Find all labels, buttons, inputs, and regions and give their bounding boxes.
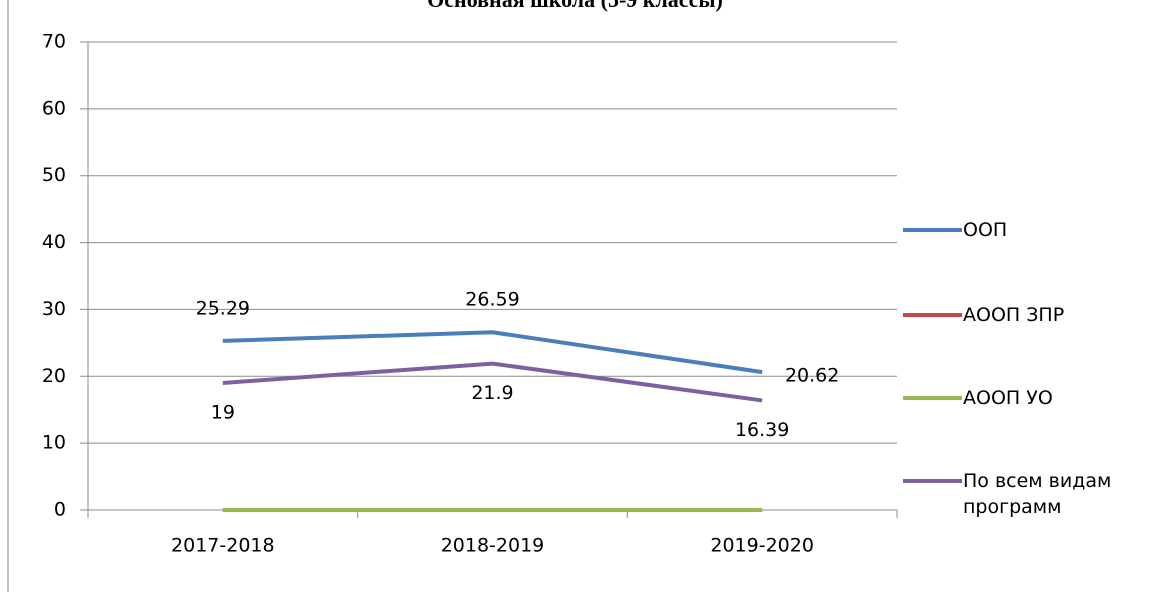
legend-label: По всем видам программ — [963, 470, 1112, 518]
line-series — [222, 361, 763, 403]
x-tick-label: 2018-2019 — [441, 535, 545, 557]
legend-label: ООП — [963, 219, 1008, 241]
y-tick-label: 0 — [54, 499, 66, 521]
legend-label: АООП УО — [963, 387, 1053, 409]
data-label: 25.29 — [196, 297, 250, 319]
y-tick-label: 70 — [42, 31, 66, 53]
y-tick-label: 40 — [42, 231, 66, 253]
y-tick-label: 50 — [42, 164, 66, 186]
line-series — [222, 330, 763, 375]
data-label: 21.9 — [471, 382, 513, 404]
x-tick-label: 2017-2018 — [171, 535, 275, 557]
data-label: 20.62 — [785, 365, 839, 387]
y-tick-label: 30 — [42, 298, 66, 320]
y-tick-label: 20 — [42, 365, 66, 387]
y-tick-label: 60 — [42, 97, 66, 119]
data-label: 26.59 — [465, 289, 519, 311]
y-tick-label: 10 — [42, 432, 66, 454]
chart-title: Основная школа (5-9 классы) — [427, 0, 723, 12]
x-tick-label: 2019-2020 — [710, 535, 814, 557]
data-label: 19 — [211, 401, 235, 423]
data-label: 16.39 — [735, 419, 789, 441]
legend-label: АООП ЗПР — [963, 304, 1065, 326]
